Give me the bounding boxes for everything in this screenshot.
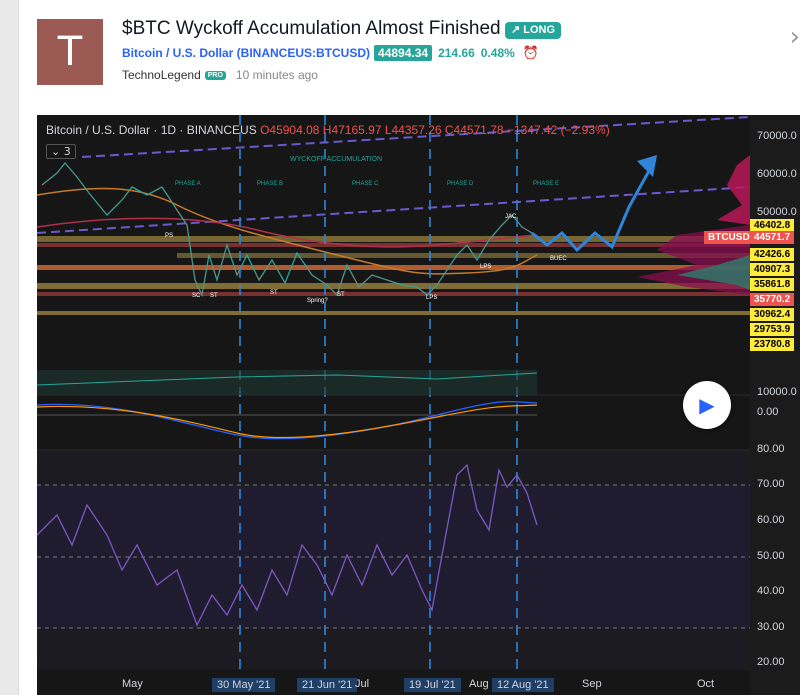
event-lps-1: LPS xyxy=(426,295,437,301)
event-sc: SC xyxy=(192,293,201,299)
rsi-line xyxy=(37,463,538,627)
level-band-44571 xyxy=(37,243,750,247)
price-tag: 29753.9 xyxy=(750,323,795,336)
volume-bars xyxy=(37,370,537,395)
level-band-40907 xyxy=(37,265,750,270)
price-tag: 23780.8 xyxy=(750,338,795,351)
legend-symbol: Bitcoin / U.S. Dollar · 1D · BINANCEUS xyxy=(46,123,257,137)
chart-svg: WYCKOFF ACCUMULATION PHASE A PHASE B PHA… xyxy=(37,115,800,695)
event-ps: PS xyxy=(165,233,173,239)
price-tag: BTCUSD xyxy=(704,231,754,244)
symbol-link[interactable]: Bitcoin / U.S. Dollar (BINANCEUS:BTCUSD) xyxy=(122,46,371,60)
volume-profile-green xyxy=(677,255,750,290)
price-tag: 44571.7 xyxy=(750,231,795,244)
alarm-clock-icon[interactable]: ⏰ xyxy=(522,45,539,61)
wyckoff-label: WYCKOFF ACCUMULATION xyxy=(290,156,382,163)
volume-ma-line xyxy=(37,372,538,386)
phase-e-label: PHASE E xyxy=(533,181,559,187)
channel-lower-line xyxy=(37,186,751,234)
price-axis-label: 10000.0 xyxy=(757,386,797,398)
volume-profile-upper xyxy=(717,155,750,225)
time-axis-label: Jul xyxy=(355,678,370,690)
pro-badge: PRO xyxy=(204,70,226,80)
price-axis-label: 50.00 xyxy=(757,550,785,562)
author-name[interactable]: TechnoLegend xyxy=(122,68,201,82)
price-axis-label: 20.00 xyxy=(757,656,785,668)
time-axis-label: 21 Jun '21 xyxy=(297,678,358,692)
time-axis-label: 19 Jul '21 xyxy=(404,678,461,692)
level-band-35770 xyxy=(37,292,750,296)
symbol-row: Bitcoin / U.S. Dollar (BINANCEUS:BTCUSD)… xyxy=(122,45,539,61)
event-st-3: ST xyxy=(337,292,345,298)
price-pane xyxy=(37,115,750,370)
price-tag: 42426.6 xyxy=(750,248,795,261)
price-axis-label: 30.00 xyxy=(757,621,785,633)
play-button[interactable]: ▶ xyxy=(683,381,731,429)
chart-area[interactable]: WYCKOFF ACCUMULATION PHASE A PHASE B PHA… xyxy=(37,115,800,695)
time-axis: May 30 May '21 21 Jun '21 Jul 19 Jul '21 Aug 1… xyxy=(37,675,750,695)
phase-c-label: PHASE C xyxy=(352,181,379,187)
projection-path xyxy=(531,159,657,253)
event-st-2: ST xyxy=(270,290,278,296)
price-line-shadow xyxy=(41,162,533,296)
legend-ohlc: O45904.08 H47165.97 L44357.26 C44571.78 … xyxy=(260,123,610,137)
time-axis-label: 30 May '21 xyxy=(212,678,276,692)
projection-arrowhead xyxy=(637,155,657,177)
time-axis-label: Sep xyxy=(582,678,602,690)
price-axis-label: 80.00 xyxy=(757,443,785,455)
idea-title: $BTC Wyckoff Accumulation Almost Finishe… xyxy=(122,18,501,39)
left-gutter xyxy=(0,0,19,695)
event-buec: BUEC xyxy=(550,256,567,262)
level-band-42426 xyxy=(177,253,750,258)
price-tag: 35770.2 xyxy=(750,293,795,306)
price-axis xyxy=(750,115,800,695)
indicators-collapse-button[interactable]: ⌄ 3 xyxy=(46,144,76,159)
author-avatar[interactable]: T xyxy=(37,19,103,85)
price-axis-label: 0.00 xyxy=(757,406,779,418)
event-lps-2: LPS xyxy=(480,264,491,270)
time-axis-label: Aug xyxy=(469,678,489,690)
price-badge: 44894.34 xyxy=(374,45,433,61)
ma-orange-line xyxy=(37,187,538,275)
long-badge: ↗ LONG xyxy=(505,22,562,39)
price-tag: 40907.3 xyxy=(750,263,795,276)
event-jac: JAC xyxy=(505,214,517,220)
price-change: 214.66 xyxy=(438,46,475,60)
level-band-35861 xyxy=(37,283,750,289)
close-icon[interactable]: › xyxy=(789,22,800,52)
author-row: TechnoLegend PRO 10 minutes ago xyxy=(122,68,318,82)
event-st-1: ST xyxy=(210,293,218,299)
level-band-46402 xyxy=(37,236,750,242)
time-axis-label: May xyxy=(122,678,143,690)
price-axis-label: 50000.0 xyxy=(757,206,797,218)
level-band-30962 xyxy=(37,311,750,315)
price-axis-label: 60.00 xyxy=(757,514,785,526)
price-tag: 30962.4 xyxy=(750,308,795,321)
indicators-count: 3 xyxy=(63,145,71,158)
event-spring: Spring? xyxy=(307,298,328,304)
macd-line xyxy=(37,400,538,440)
price-axis-label: 70.00 xyxy=(757,478,785,490)
time-axis-label: Oct xyxy=(697,678,715,690)
time-axis-label: 12 Aug '21 xyxy=(492,678,554,692)
macd-signal-line xyxy=(37,404,538,439)
price-axis-label: 40.00 xyxy=(757,585,785,597)
price-axis-label: 70000.0 xyxy=(757,130,797,142)
phase-d-label: PHASE D xyxy=(447,181,474,187)
avatar-letter: T xyxy=(57,29,83,75)
price-tag: 35861.8 xyxy=(750,278,795,291)
price-axis-label: 60000.0 xyxy=(757,168,797,180)
price-tag: 46402.8 xyxy=(750,219,795,232)
phase-a-label: PHASE A xyxy=(175,181,201,187)
phase-b-label: PHASE B xyxy=(257,181,283,187)
price-change-pct: 0.48% xyxy=(480,46,515,60)
chart-legend: Bitcoin / U.S. Dollar · 1D · BINANCEUS O… xyxy=(46,123,610,137)
post-time: 10 minutes ago xyxy=(235,68,318,82)
